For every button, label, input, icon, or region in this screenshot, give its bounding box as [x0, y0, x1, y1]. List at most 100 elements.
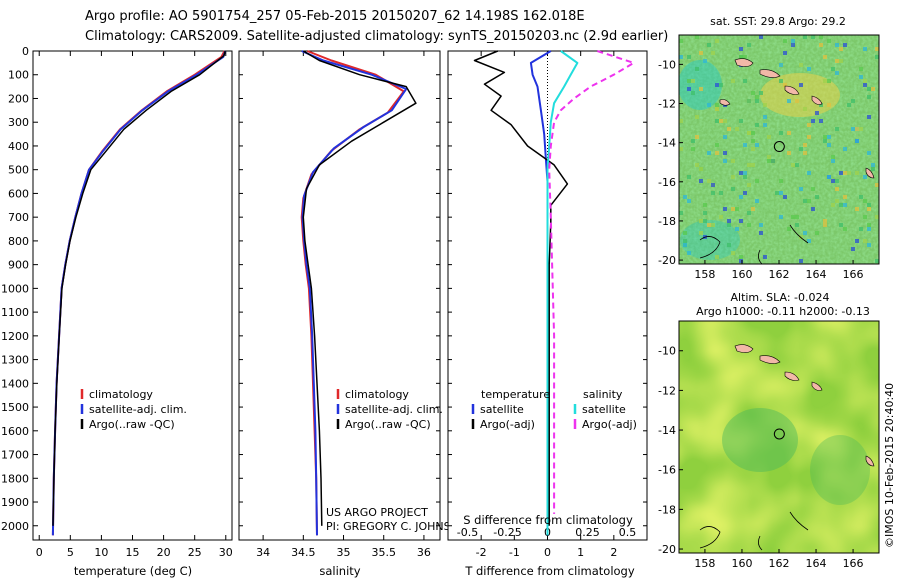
sst-cell: [807, 199, 811, 203]
legend-label: climatology: [89, 388, 153, 401]
sst-cell: [747, 223, 751, 227]
sst-cell: [679, 55, 683, 59]
depth-tick-label: 300: [8, 116, 29, 129]
sst-cell: [711, 191, 715, 195]
sst-cell: [831, 179, 835, 183]
s-tick-label: 0.5: [619, 526, 637, 539]
lat-tick-label: -12: [658, 384, 676, 397]
sst-cell: [863, 47, 867, 51]
sst-cell: [723, 135, 727, 139]
s-difference-axis-label: S difference from climatology: [463, 513, 633, 527]
depth-tick-label: 1400: [1, 377, 29, 390]
sst-cell: [703, 203, 707, 207]
sst-cell: [839, 223, 843, 227]
sst-cell: [871, 167, 875, 171]
sst-cell: [859, 195, 863, 199]
sst-cell: [691, 91, 695, 95]
sst-float-marker: [773, 141, 785, 153]
sst-cell: [759, 223, 763, 227]
legend-label: Argo(-adj): [582, 418, 637, 431]
sst-cell: [811, 187, 815, 191]
sst-cell: [835, 59, 839, 63]
x-tick-label: 2: [610, 546, 617, 559]
sst-cell: [847, 171, 851, 175]
legend-label: Argo(-adj): [480, 418, 535, 431]
sst-cell: [735, 127, 739, 131]
temperature-axis-label: temperature (deg C): [74, 564, 192, 578]
sst-cell: [703, 219, 707, 223]
sst-cell: [699, 87, 703, 91]
sst-cell: [739, 195, 743, 199]
depth-tick-label: 1700: [1, 449, 29, 462]
lon-tick-label: 164: [806, 557, 827, 570]
sst-cell: [787, 227, 791, 231]
sst-cell: [791, 43, 795, 47]
lat-tick-label: -20: [658, 254, 676, 267]
sst-cell: [855, 171, 859, 175]
sst-cell: [687, 251, 691, 255]
sst-cell: [779, 131, 783, 135]
sst-cell: [779, 79, 783, 83]
sst-cell: [803, 199, 807, 203]
sst-cell: [755, 199, 759, 203]
sst-cell: [811, 35, 815, 39]
sst-cell: [763, 255, 767, 259]
sst-cell: [687, 199, 691, 203]
sst-cool-patch-south: [680, 220, 740, 260]
sst-cell: [715, 119, 719, 123]
sst-cell: [751, 91, 755, 95]
temperature-legend: climatology satellite-adj. clim. Argo(..ra…: [80, 388, 187, 431]
sla-map-title-2: Argo h1000: -0.11 h2000: -0.13: [696, 305, 870, 318]
sla-map-title-1: Altim. SLA: -0.024: [730, 291, 829, 304]
sst-cell: [823, 135, 827, 139]
sst-cell: [699, 51, 703, 55]
sla-islands: [734, 344, 875, 467]
sst-cell: [739, 55, 743, 59]
sst-cell: [827, 135, 831, 139]
lon-tick-label: 166: [843, 268, 864, 281]
sst-cell: [707, 103, 711, 107]
depth-tick-label: 700: [8, 211, 29, 224]
sst-cell: [867, 95, 871, 99]
sst-cell: [807, 135, 811, 139]
sst-cell: [679, 39, 683, 43]
sst-cell: [691, 147, 695, 151]
sst-cell: [787, 99, 791, 103]
legend-label: satellite: [480, 403, 524, 416]
sst-cell: [755, 123, 759, 127]
lat-tick-label: -16: [658, 176, 676, 189]
sst-cell: [819, 43, 823, 47]
sst-cell: [695, 67, 699, 71]
sst-cell: [743, 175, 747, 179]
s-tick-label: -0.5: [457, 526, 478, 539]
sst-cell: [687, 87, 691, 91]
s-tick-label: 0.25: [575, 526, 600, 539]
depth-tick-label: 1300: [1, 354, 29, 367]
depth-tick-label: 200: [8, 92, 29, 105]
sst-cell: [695, 163, 699, 167]
sst-cell: [723, 207, 727, 211]
sst-cell: [839, 47, 843, 51]
sst-cell: [687, 175, 691, 179]
sst-cell: [823, 139, 827, 143]
sst-cell: [739, 255, 743, 259]
sst-cell: [731, 251, 735, 255]
depth-tick-label: 1600: [1, 425, 29, 438]
depth-tick-label: 2000: [1, 520, 29, 533]
sst-cell: [791, 215, 795, 219]
t-difference-axis-label: T difference from climatology: [464, 564, 635, 578]
lon-tick-label: 160: [731, 557, 752, 570]
sst-cell: [751, 147, 755, 151]
sst-cell: [843, 203, 847, 207]
sst-cell: [859, 75, 863, 79]
sst-cell: [803, 35, 807, 39]
sst-cell: [747, 163, 751, 167]
sst-cell: [739, 47, 743, 51]
sst-cell: [687, 79, 691, 83]
sst-cell: [867, 207, 871, 211]
sst-cell: [731, 175, 735, 179]
sst-cell: [743, 55, 747, 59]
sst-bathymetry-contours: [699, 224, 809, 264]
depth-tick-label: 1200: [1, 330, 29, 343]
